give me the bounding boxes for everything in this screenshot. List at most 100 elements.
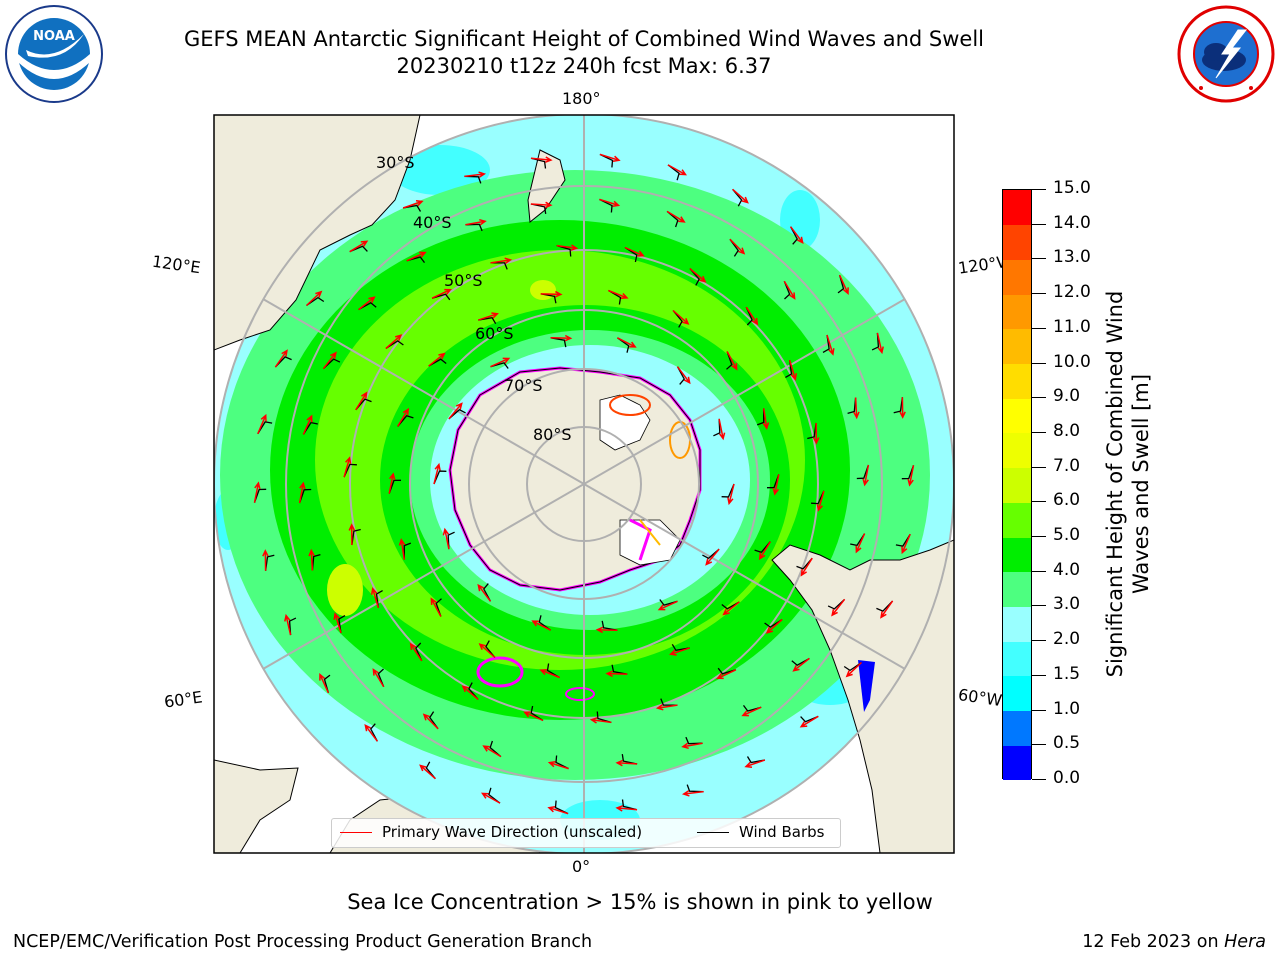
wave-arrow <box>419 764 436 780</box>
noaa-logo: NOAA <box>5 5 103 103</box>
wave-arrow <box>716 669 737 680</box>
wave-arrow <box>348 523 356 546</box>
colorbar-tick <box>1032 744 1046 746</box>
colorbar-tick-label: 1.0 <box>1053 698 1081 719</box>
legend-barb-line <box>697 832 729 833</box>
footer-date-text: 12 Feb 2023 on <box>1082 932 1219 952</box>
wave-arrow <box>461 685 479 700</box>
colorbar-segment <box>1003 502 1031 538</box>
wave-arrow <box>490 257 513 264</box>
wave-arrow <box>705 548 720 566</box>
wave-arrow <box>539 668 560 679</box>
colorbar-segment <box>1003 675 1031 712</box>
wave-arrow <box>722 601 740 616</box>
wave-arrow <box>482 745 502 758</box>
colorbar-tick <box>1032 431 1046 433</box>
wave-arrow <box>800 557 813 577</box>
wave-arrow <box>790 226 804 244</box>
wave-arrow <box>667 164 687 176</box>
colorbar-segment <box>1003 710 1031 746</box>
footer-credit: NCEP/EMC/Verification Post Processing Pr… <box>13 932 593 952</box>
wave-arrow <box>422 713 439 730</box>
colorbar-segment <box>1003 641 1031 677</box>
colorbar-tick <box>1032 570 1046 572</box>
colorbar-tick-label: 6.0 <box>1053 490 1081 511</box>
wave-arrow <box>372 668 385 688</box>
colorbar-tick <box>1032 536 1046 538</box>
wave-arrow <box>257 413 267 435</box>
colorbar-tick <box>1032 466 1046 468</box>
colorbar-segment <box>1003 259 1031 295</box>
colorbar-tick <box>1032 640 1046 642</box>
wave-arrow <box>430 597 442 617</box>
colorbar-tick-label: 10.0 <box>1053 351 1091 372</box>
colorbar-tick <box>1032 709 1046 711</box>
colorbar-tick-label: 9.0 <box>1053 386 1081 407</box>
wave-arrow <box>448 402 463 420</box>
wave-arrow <box>676 366 691 385</box>
wave-arrow <box>308 548 315 571</box>
colorbar-tick <box>1032 501 1046 503</box>
wave-arrow <box>385 334 403 350</box>
wave-arrow <box>666 210 686 223</box>
wave-arrow <box>899 397 906 419</box>
colorbar-tick <box>1032 397 1046 399</box>
wave-arrow <box>355 391 368 411</box>
wave-arrow <box>409 642 423 662</box>
colorbar-tick-label: 5.0 <box>1053 525 1081 546</box>
legend-wave-label: Primary Wave Direction (unscaled) <box>382 823 643 841</box>
colorbar-tick-label: 12.0 <box>1053 282 1091 303</box>
wave-arrow <box>433 462 441 485</box>
wave-arrow <box>406 251 427 262</box>
wave-arrow <box>477 583 492 602</box>
colorbar-tick-label: 3.0 <box>1053 594 1081 615</box>
legend-wave-line <box>340 832 372 833</box>
noaa-logo-text: NOAA <box>33 29 75 44</box>
wave-arrow <box>608 289 629 300</box>
chart-subtitle: 20230210 t12z 240h fcst Max: 6.37 <box>396 54 772 78</box>
wave-arrow <box>333 612 342 634</box>
map-frame <box>213 114 955 854</box>
graticule <box>214 115 954 853</box>
wave-arrow <box>758 541 771 561</box>
wave-arrow <box>729 238 746 255</box>
wave-arrow <box>523 711 544 722</box>
lon-label-0: 0° <box>572 857 591 876</box>
sea-ice-patch <box>476 656 524 688</box>
wave-arrow <box>826 334 835 356</box>
wave-arrow <box>880 600 894 619</box>
wave-arrow <box>530 201 553 209</box>
colorbar-segment <box>1003 745 1031 781</box>
wave-arrow <box>547 760 569 770</box>
colorbar-tick-label: 14.0 <box>1053 212 1091 233</box>
colorbar-tick <box>1032 189 1046 190</box>
colorbar-tick <box>1032 223 1046 225</box>
wave-arrow <box>831 598 846 617</box>
wave-arrow <box>302 414 313 435</box>
lat-label: 50°S <box>444 271 483 290</box>
lat-label: 60°S <box>475 324 514 343</box>
wave-arrow <box>727 483 735 506</box>
wave-arrow <box>732 188 749 204</box>
wave-arrow <box>284 613 292 636</box>
colorbar <box>1002 189 1032 781</box>
wave-arrow <box>615 759 638 767</box>
wave-peak <box>530 280 556 300</box>
colorbar-tick <box>1032 362 1046 364</box>
footer-host: Hera <box>1224 932 1266 952</box>
sea-ice-patch <box>565 687 595 701</box>
wave-arrow <box>726 351 738 371</box>
colorbar-tick-label: 11.0 <box>1053 316 1091 337</box>
colorbar-segment <box>1003 328 1031 365</box>
legend-barb-label: Wind Barbs <box>739 823 825 841</box>
wave-arrow <box>799 715 819 728</box>
wave-arrow <box>853 397 860 420</box>
wave-patch <box>390 145 490 195</box>
lat-label: 40°S <box>413 213 452 232</box>
wave-arrow <box>370 587 380 609</box>
colorbar-tick-label: 7.0 <box>1053 455 1081 476</box>
colorbar-tick-label: 13.0 <box>1053 247 1091 268</box>
colorbar-segment <box>1003 190 1031 226</box>
wave-arrow <box>812 422 820 445</box>
colorbar-segment <box>1003 363 1031 399</box>
